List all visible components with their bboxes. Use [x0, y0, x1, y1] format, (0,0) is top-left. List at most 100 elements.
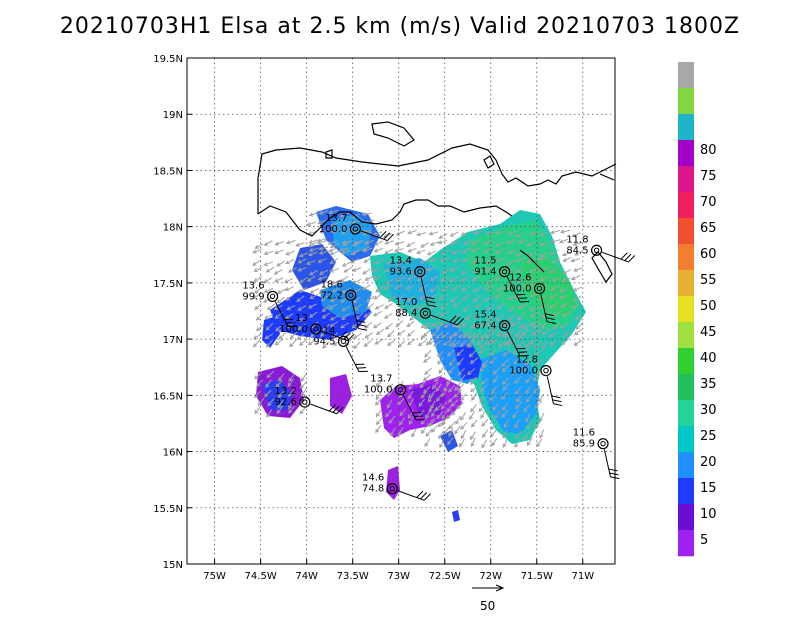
wind-vector	[421, 425, 428, 434]
wind-vector-head	[373, 295, 378, 300]
wind-vector	[506, 267, 515, 273]
wind-vector-head	[532, 377, 538, 382]
wind-vector	[457, 367, 465, 376]
wind-vector	[290, 331, 298, 339]
wind-vector	[266, 370, 274, 378]
wind-vector	[300, 388, 308, 396]
wind-vector	[450, 266, 460, 272]
wind-vector-head	[331, 288, 337, 293]
wind-vector-head	[552, 325, 557, 330]
wind-vector	[330, 258, 339, 264]
wind-vector-head	[448, 425, 453, 430]
wind-vector-head	[496, 305, 501, 310]
wind-vector-head	[375, 420, 380, 426]
wind-vector	[563, 311, 572, 317]
wind-barb-flag	[624, 253, 632, 261]
wind-vector	[286, 239, 296, 244]
wind-vector-head	[265, 343, 271, 348]
marker-inner-ring	[269, 293, 276, 300]
wind-vector	[447, 349, 456, 356]
wind-vector-head	[549, 269, 554, 274]
wind-vector-head	[372, 312, 378, 317]
wind-vector	[408, 229, 417, 234]
wind-vector	[498, 319, 507, 327]
wind-vector	[427, 266, 437, 271]
wind-vector-head	[507, 250, 512, 255]
wind-barb-flag	[628, 255, 636, 263]
wind-vector-head	[482, 433, 487, 438]
wind-vector	[496, 302, 505, 310]
observation-percent-label: 100.0	[503, 284, 532, 295]
wind-vector	[538, 256, 548, 261]
wind-vector	[420, 259, 430, 264]
wind-vector	[480, 384, 488, 392]
wind-vector-head	[285, 251, 290, 256]
wind-vector	[534, 328, 543, 335]
wind-vector-head	[459, 343, 464, 348]
wind-vector-head	[341, 262, 347, 267]
wind-vector	[287, 378, 294, 387]
wind-vector	[571, 302, 580, 309]
marker-outer-ring	[310, 323, 322, 335]
wind-vector-head	[534, 344, 539, 349]
marker-outer-ring	[498, 266, 511, 278]
wind-vector-head	[437, 240, 443, 245]
marker-inner-ring	[348, 292, 354, 298]
wind-barb-flag	[545, 317, 556, 321]
wind-vector	[328, 240, 338, 245]
wind-vector	[456, 322, 465, 328]
wind-vector	[503, 419, 510, 428]
wind-barb-flag	[610, 476, 620, 480]
wind-vector	[463, 239, 473, 245]
observation-speed-label: 18.6	[321, 279, 343, 290]
wind-vector	[437, 356, 445, 365]
wind-vector	[350, 258, 360, 264]
wind-vector	[407, 410, 414, 419]
wind-barb-flag	[456, 318, 464, 326]
wind-vector-head	[539, 305, 544, 310]
wind-vector-head	[387, 341, 392, 346]
marker-inner-ring	[600, 440, 606, 447]
wind-vector-head	[428, 394, 433, 399]
wind-vector-head	[422, 377, 428, 382]
colorbar-segment	[678, 400, 694, 427]
wind-vector	[266, 409, 273, 418]
wind-vector	[306, 260, 316, 265]
wind-vector	[286, 305, 296, 310]
wind-vector-head	[491, 389, 496, 395]
wind-vector-head	[423, 358, 428, 363]
wind-vector	[527, 241, 536, 247]
wind-vector-head	[394, 285, 400, 290]
wind-vector	[330, 250, 339, 255]
wind-vector-head	[560, 324, 565, 329]
wind-vector-head	[473, 323, 479, 329]
wind-vector-head	[252, 343, 258, 348]
wind-barb-flag	[347, 333, 355, 341]
wind-vector-head	[256, 382, 261, 388]
wind-vector	[286, 250, 295, 256]
wind-vector-head	[469, 415, 474, 420]
y-tick-label: 18.5N	[153, 166, 183, 177]
observation-percent-label: 92.6	[275, 397, 297, 408]
wind-vector	[321, 294, 330, 301]
wind-vector	[460, 412, 466, 421]
wind-vector-head	[523, 408, 528, 413]
wind-barb-flag	[551, 395, 561, 399]
wind-vector	[256, 324, 264, 331]
wind-vector-head	[364, 277, 369, 281]
wind-vector	[549, 293, 558, 300]
wind-vector-head	[274, 314, 280, 319]
observation-percent-label: 67.4	[474, 321, 496, 332]
wind-vector	[495, 249, 504, 254]
wind-vector	[511, 368, 520, 375]
wind-vector-head	[570, 276, 576, 281]
wind-vector-head	[457, 333, 463, 338]
wind-vector	[254, 276, 263, 282]
wind-vector-head	[264, 335, 269, 339]
wind-vector-head	[530, 313, 535, 317]
wind-barb-flag	[356, 320, 366, 323]
wind-vector-head	[457, 387, 462, 392]
wind-vector	[551, 239, 561, 243]
wind-vector-head	[278, 377, 283, 382]
